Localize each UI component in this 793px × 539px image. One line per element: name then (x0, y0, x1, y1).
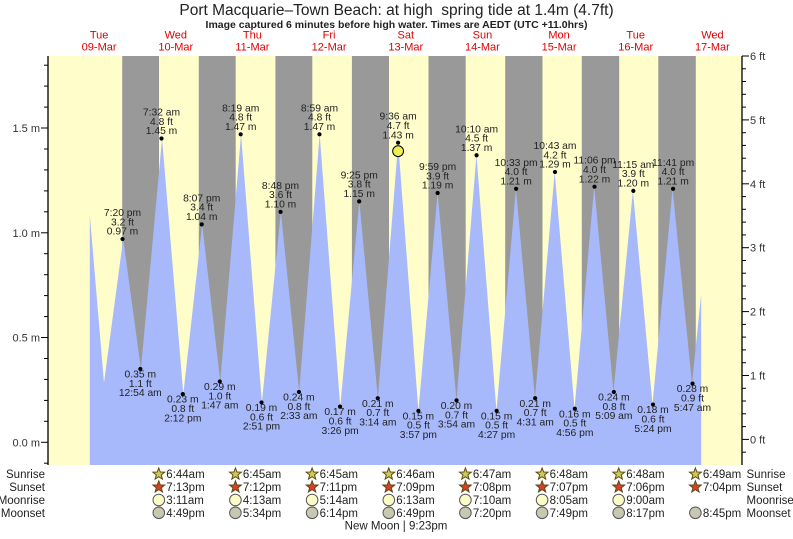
svg-text:Wed: Wed (165, 30, 187, 42)
svg-text:5 ft: 5 ft (750, 115, 765, 127)
svg-text:3:14 am: 3:14 am (359, 418, 396, 429)
svg-text:Mon: Mon (548, 30, 569, 42)
svg-text:3:57 pm: 3:57 pm (400, 430, 437, 441)
svg-text:1.47 m: 1.47 m (304, 122, 335, 133)
svg-text:6:13am: 6:13am (396, 495, 434, 507)
svg-text:6:45am: 6:45am (243, 469, 281, 481)
svg-text:16-Mar: 16-Mar (618, 42, 653, 54)
svg-text:7:49pm: 7:49pm (550, 508, 588, 520)
svg-text:8:05am: 8:05am (550, 495, 588, 507)
svg-text:7:13pm: 7:13pm (166, 482, 204, 494)
svg-text:1.29 m: 1.29 m (539, 160, 570, 171)
svg-text:2 ft: 2 ft (750, 307, 765, 319)
svg-text:7:10am: 7:10am (473, 495, 511, 507)
svg-text:1.22 m: 1.22 m (579, 174, 610, 185)
svg-text:1.5 m: 1.5 m (12, 123, 40, 135)
svg-text:Sat: Sat (398, 30, 415, 42)
svg-text:Sunset: Sunset (747, 482, 784, 494)
svg-text:6:49am: 6:49am (703, 469, 741, 481)
svg-text:5:14am: 5:14am (320, 495, 358, 507)
svg-text:Tue: Tue (90, 30, 109, 42)
svg-text:Tue: Tue (626, 30, 645, 42)
svg-text:0.97 m: 0.97 m (107, 227, 138, 238)
svg-text:3:26 pm: 3:26 pm (321, 426, 358, 437)
svg-text:4:31 am: 4:31 am (517, 418, 554, 429)
svg-text:1.19 m: 1.19 m (422, 181, 453, 192)
svg-text:6:45am: 6:45am (320, 469, 358, 481)
svg-text:6:44am: 6:44am (166, 469, 204, 481)
svg-text:1.20 m: 1.20 m (618, 179, 649, 190)
svg-text:1.37 m: 1.37 m (461, 143, 492, 154)
svg-text:Sunset: Sunset (9, 482, 46, 494)
svg-text:Moonset: Moonset (1, 508, 46, 520)
svg-text:4:13am: 4:13am (243, 495, 281, 507)
svg-text:0.5 m: 0.5 m (12, 333, 40, 345)
svg-text:6:14pm: 6:14pm (320, 508, 358, 520)
svg-text:7:20pm: 7:20pm (473, 508, 511, 520)
svg-text:6:47am: 6:47am (473, 469, 511, 481)
svg-text:1.47 m: 1.47 m (225, 122, 256, 133)
svg-text:3 ft: 3 ft (750, 243, 765, 255)
svg-text:3:11am: 3:11am (166, 495, 204, 507)
svg-text:Sunrise: Sunrise (747, 469, 786, 481)
svg-text:12:54 am: 12:54 am (119, 388, 162, 399)
svg-text:4:56 pm: 4:56 pm (556, 428, 593, 439)
svg-text:09-Mar: 09-Mar (82, 42, 117, 54)
svg-text:Wed: Wed (701, 30, 723, 42)
svg-text:1:47 am: 1:47 am (201, 401, 238, 412)
svg-text:1.04 m: 1.04 m (186, 212, 217, 223)
svg-text:7:12pm: 7:12pm (243, 482, 281, 494)
svg-text:0 ft: 0 ft (750, 434, 765, 446)
svg-text:8:45pm: 8:45pm (703, 508, 741, 520)
svg-text:Thu: Thu (243, 30, 262, 42)
svg-text:2:51 pm: 2:51 pm (243, 422, 280, 433)
svg-text:6:48am: 6:48am (550, 469, 588, 481)
svg-text:2:12 pm: 2:12 pm (164, 413, 201, 424)
svg-text:6 ft: 6 ft (750, 51, 765, 63)
svg-text:5:09 am: 5:09 am (595, 411, 632, 422)
svg-text:2:33 am: 2:33 am (280, 411, 317, 422)
svg-text:1.0 m: 1.0 m (12, 228, 40, 240)
svg-text:0.0 m: 0.0 m (12, 437, 40, 449)
svg-text:7:11pm: 7:11pm (320, 482, 358, 494)
svg-text:7:07pm: 7:07pm (550, 482, 588, 494)
svg-text:4 ft: 4 ft (750, 179, 765, 191)
svg-text:1.45 m: 1.45 m (146, 126, 177, 137)
svg-text:17-Mar: 17-Mar (695, 42, 730, 54)
svg-text:Sun: Sun (473, 30, 493, 42)
svg-text:1.15 m: 1.15 m (343, 189, 374, 200)
svg-text:Fri: Fri (323, 30, 336, 42)
svg-text:New Moon | 9:23pm: New Moon | 9:23pm (345, 521, 448, 533)
svg-text:1.21 m: 1.21 m (657, 176, 688, 187)
svg-text:5:24 pm: 5:24 pm (634, 424, 671, 435)
svg-text:5:34pm: 5:34pm (243, 508, 281, 520)
svg-text:8:17pm: 8:17pm (626, 508, 664, 520)
svg-text:Sunrise: Sunrise (6, 469, 45, 481)
svg-text:7:09pm: 7:09pm (396, 482, 434, 494)
svg-text:9:00am: 9:00am (626, 495, 664, 507)
svg-text:1.10 m: 1.10 m (265, 199, 296, 210)
svg-text:Moonset: Moonset (747, 508, 792, 520)
svg-text:1.21 m: 1.21 m (500, 176, 531, 187)
svg-text:13-Mar: 13-Mar (388, 42, 423, 54)
svg-text:5:47 am: 5:47 am (674, 403, 711, 414)
svg-text:6:48am: 6:48am (626, 469, 664, 481)
svg-text:3:54 am: 3:54 am (438, 420, 475, 431)
svg-text:1.43 m: 1.43 m (382, 130, 413, 141)
svg-text:10-Mar: 10-Mar (158, 42, 193, 54)
svg-text:4:49pm: 4:49pm (166, 508, 204, 520)
svg-text:7:06pm: 7:06pm (626, 482, 664, 494)
svg-text:12-Mar: 12-Mar (312, 42, 347, 54)
svg-text:6:49pm: 6:49pm (396, 508, 434, 520)
svg-text:7:04pm: 7:04pm (703, 482, 741, 494)
svg-text:15-Mar: 15-Mar (542, 42, 577, 54)
svg-text:1 ft: 1 ft (750, 371, 765, 383)
svg-text:Moonrise: Moonrise (0, 495, 45, 507)
svg-text:7:08pm: 7:08pm (473, 482, 511, 494)
svg-text:4:27 pm: 4:27 pm (478, 430, 515, 441)
svg-text:14-Mar: 14-Mar (465, 42, 500, 54)
svg-text:6:46am: 6:46am (396, 469, 434, 481)
svg-text:Moonrise: Moonrise (747, 495, 793, 507)
svg-text:11-Mar: 11-Mar (235, 42, 269, 54)
